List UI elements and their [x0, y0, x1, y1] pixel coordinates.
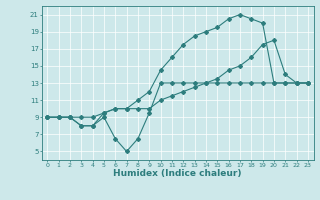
- X-axis label: Humidex (Indice chaleur): Humidex (Indice chaleur): [113, 169, 242, 178]
